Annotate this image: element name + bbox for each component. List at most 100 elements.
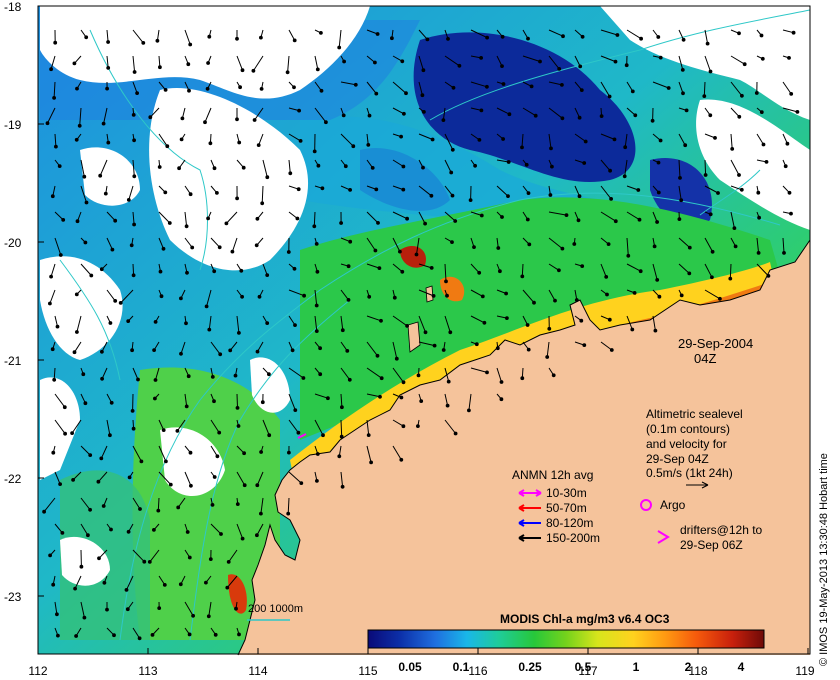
velocity-arrow-head xyxy=(265,321,270,326)
velocity-arrow-head xyxy=(161,246,166,251)
velocity-arrow xyxy=(132,211,135,225)
velocity-arrow-head xyxy=(302,293,307,298)
velocity-arrow-head xyxy=(255,483,260,488)
velocity-arrow-head xyxy=(137,636,142,641)
velocity-arrow-head xyxy=(251,68,256,73)
velocity-arrow xyxy=(730,55,745,65)
velocity-arrow-head xyxy=(292,266,297,271)
velocity-arrow-head xyxy=(99,267,104,272)
velocity-arrow xyxy=(99,159,108,176)
velocity-arrow xyxy=(80,497,91,511)
velocity-arrow-head xyxy=(679,198,684,203)
velocity-arrow xyxy=(236,315,240,333)
velocity-arrow-head xyxy=(545,355,550,359)
velocity-arrow xyxy=(730,211,735,229)
velocity-arrow xyxy=(366,315,382,322)
velocity-arrow-head xyxy=(623,145,628,150)
velocity-arrow xyxy=(204,107,212,123)
velocity-arrow-head xyxy=(101,504,106,508)
velocity-arrow-head xyxy=(77,123,82,128)
velocity-arrow-head xyxy=(525,217,530,222)
velocity-arrow-head xyxy=(237,632,241,637)
velocity-arrow-head xyxy=(108,433,112,438)
velocity-arrow-head xyxy=(212,475,217,479)
velocity-arrow-head xyxy=(203,120,207,125)
anmn-mooring-marker xyxy=(297,433,307,439)
velocity-arrow xyxy=(236,471,246,486)
velocity-arrow-head xyxy=(732,226,737,231)
velocity-arrow xyxy=(132,497,141,510)
velocity-arrow xyxy=(80,601,85,618)
velocity-arrow-head xyxy=(579,318,584,323)
velocity-arrow-head xyxy=(158,269,163,274)
velocity-arrow xyxy=(600,81,611,97)
velocity-arrow xyxy=(210,419,220,433)
velocity-arrow-head xyxy=(83,240,88,245)
velocity-arrow xyxy=(340,133,354,147)
velocity-arrow xyxy=(366,341,378,357)
velocity-arrow-head xyxy=(341,113,346,118)
velocity-arrow-head xyxy=(656,190,661,195)
velocity-arrow-head xyxy=(374,187,379,192)
velocity-arrow xyxy=(392,367,404,383)
anmn-arrow-80-120m xyxy=(518,519,541,527)
velocity-arrow-head xyxy=(256,143,261,148)
velocity-arrow xyxy=(128,185,134,201)
velocity-arrow-head xyxy=(235,502,240,507)
velocity-arrow-head xyxy=(52,377,57,382)
velocity-arrow xyxy=(340,419,343,437)
velocity-arrow-head xyxy=(759,110,764,114)
velocity-arrow-head xyxy=(708,113,713,118)
velocity-arrow-head xyxy=(260,201,265,206)
velocity-arrow-head xyxy=(180,116,185,121)
altimetry-line-5: 0.5m/s (1kt 24h) xyxy=(646,466,733,480)
velocity-arrow-head xyxy=(321,433,325,438)
velocity-arrow-head xyxy=(319,88,324,93)
velocity-arrow-head xyxy=(72,350,77,355)
lon-tick-119: 119 xyxy=(795,664,815,678)
velocity-arrow-head xyxy=(157,165,162,169)
velocity-arrow-head xyxy=(761,142,766,147)
velocity-arrow xyxy=(418,55,424,71)
velocity-arrow xyxy=(522,55,541,62)
velocity-arrow-head xyxy=(215,191,219,195)
velocity-arrow-head xyxy=(547,326,552,331)
velocity-arrow-head xyxy=(495,346,500,351)
velocity-arrow-head xyxy=(127,475,132,480)
credit-text: © IMOS 19-May-2013 13:30:48 Hobart time xyxy=(818,453,830,666)
velocity-arrow-head xyxy=(500,215,504,219)
velocity-arrow-head xyxy=(650,118,655,123)
velocity-arrow xyxy=(132,367,139,380)
velocity-arrow xyxy=(226,211,238,224)
velocity-arrow xyxy=(652,315,656,331)
velocity-arrow-head xyxy=(252,118,257,122)
velocity-arrow-head xyxy=(108,321,113,325)
velocity-arrow xyxy=(158,471,172,485)
velocity-arrow-head xyxy=(58,253,63,257)
velocity-arrow-head xyxy=(175,429,180,433)
velocity-arrow xyxy=(418,315,426,333)
velocity-arrow-head xyxy=(379,376,384,381)
velocity-arrow xyxy=(730,159,740,176)
velocity-arrow xyxy=(210,445,218,457)
velocity-arrow-head xyxy=(162,583,167,587)
velocity-arrow-head xyxy=(756,190,761,195)
velocity-arrow xyxy=(418,263,432,269)
velocity-arrow-head xyxy=(613,219,618,224)
velocity-arrow-head xyxy=(710,275,714,280)
velocity-arrow-head xyxy=(189,483,193,488)
velocity-arrow-head xyxy=(346,298,351,302)
velocity-arrow-head xyxy=(48,553,52,558)
velocity-arrow xyxy=(444,159,452,173)
velocity-arrow xyxy=(600,341,613,351)
velocity-arrow-head xyxy=(72,61,77,66)
velocity-arrow xyxy=(54,419,66,434)
velocity-arrow-head xyxy=(789,92,794,96)
velocity-arrow-head xyxy=(112,633,116,638)
velocity-arrow-head xyxy=(62,405,67,410)
velocity-arrow-head xyxy=(446,379,451,384)
velocity-arrow-head xyxy=(374,91,379,96)
velocity-arrow-head xyxy=(75,219,80,224)
australia-landmass xyxy=(238,240,810,655)
velocity-arrow-head xyxy=(401,164,406,169)
